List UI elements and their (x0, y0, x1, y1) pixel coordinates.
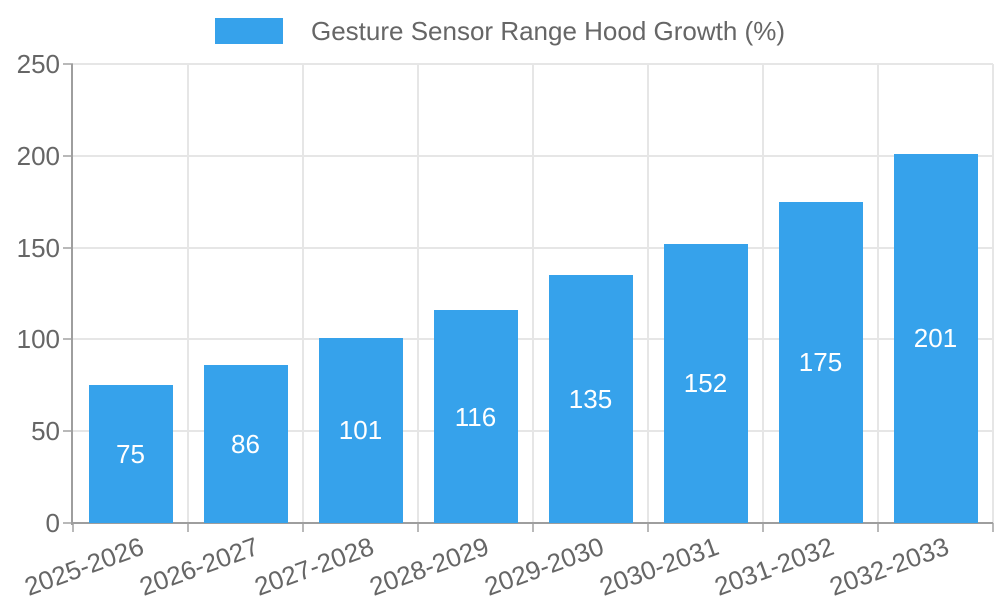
x-tick (72, 523, 74, 532)
y-tick-label: 200 (16, 140, 60, 171)
bar-value-label: 101 (338, 415, 383, 446)
v-gridline (187, 64, 189, 523)
legend-swatch (215, 18, 283, 44)
y-tick-label: 100 (16, 324, 60, 355)
bar[interactable] (893, 153, 978, 523)
x-tick (992, 523, 994, 532)
bar[interactable] (548, 275, 633, 523)
bar-value-label: 135 (568, 384, 613, 415)
x-tick (762, 523, 764, 532)
bar-value-label: 152 (683, 368, 728, 399)
y-axis-line (71, 64, 73, 525)
bar[interactable] (663, 243, 748, 523)
bar[interactable] (88, 385, 173, 523)
v-gridline (762, 64, 764, 523)
x-tick (417, 523, 419, 532)
chart-legend[interactable]: Gesture Sensor Range Hood Growth (%) (0, 15, 1000, 47)
y-tick (63, 338, 73, 341)
bar-value-label: 175 (798, 347, 843, 378)
x-tick-label: 2027-2028 (250, 531, 378, 602)
x-tick-label: 2026-2027 (135, 531, 263, 602)
x-tick-label: 2025-2026 (20, 531, 148, 602)
y-tick (63, 154, 73, 157)
y-tick (63, 63, 73, 65)
x-tick (302, 523, 304, 532)
bar[interactable] (318, 337, 403, 523)
x-tick (187, 523, 189, 532)
bar-value-label: 75 (116, 439, 145, 470)
bar[interactable] (778, 201, 863, 523)
y-tick (63, 246, 73, 249)
y-tick-label: 150 (16, 232, 60, 263)
x-tick (532, 523, 534, 532)
y-tick-label: 0 (45, 508, 60, 538)
v-gridline (302, 64, 304, 523)
bar-value-label: 116 (454, 401, 497, 432)
bar[interactable] (203, 365, 288, 523)
v-gridline (532, 64, 534, 523)
y-tick (63, 430, 73, 433)
x-tick-label: 2030-2031 (595, 531, 723, 602)
x-axis-line (71, 522, 993, 524)
x-tick-label: 2028-2029 (365, 531, 493, 602)
x-tick-label: 2031-2032 (710, 531, 838, 602)
bar-value-label: 201 (913, 323, 958, 354)
v-gridline (417, 64, 419, 523)
x-tick-label: 2029-2030 (480, 531, 608, 602)
y-tick-label: 250 (16, 49, 60, 79)
legend-label: Gesture Sensor Range Hood Growth (%) (311, 16, 785, 46)
bar[interactable] (433, 310, 518, 523)
y-tick (63, 522, 73, 524)
x-tick-label: 2032-2033 (825, 531, 953, 602)
bar-value-label: 86 (231, 429, 260, 460)
x-tick (647, 523, 649, 532)
x-tick (877, 523, 879, 532)
y-tick-label: 50 (31, 416, 60, 447)
v-gridline (877, 64, 879, 523)
v-gridline (992, 64, 994, 523)
v-gridline (647, 64, 649, 523)
